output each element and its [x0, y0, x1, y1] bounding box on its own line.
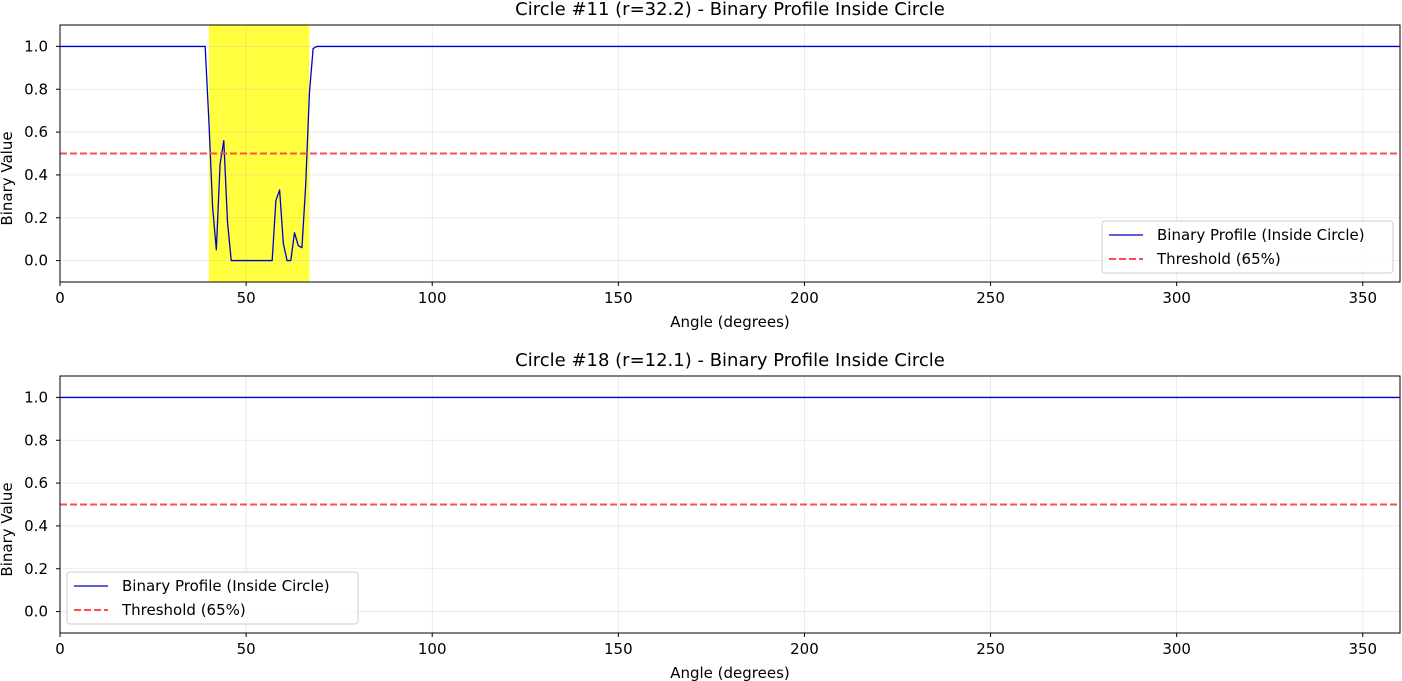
chart-panel-1: 0 50 100 150 200 250 300 350 0.0 0.2 0.4 0.6 0.8 1.0 C…	[0, 0, 1401, 331]
legend-label: Binary Profile (Inside Circle)	[122, 577, 330, 595]
x-tick-label: 0	[55, 289, 65, 307]
x-tick-label: 350	[1348, 289, 1377, 307]
x-tick-label: 300	[1162, 640, 1191, 658]
y-axis-label: Binary Value	[0, 131, 16, 225]
y-tick-label: 0.2	[24, 209, 48, 227]
y-tick-label: 0.8	[24, 80, 48, 98]
y-tick-label: 1.0	[24, 388, 48, 406]
y-tick-label: 0.6	[24, 123, 48, 141]
x-axis-label: Angle (degrees)	[670, 313, 790, 331]
legend: Binary Profile (Inside Circle) Threshold …	[66, 571, 359, 625]
x-tick-label: 50	[237, 640, 256, 658]
x-tick-label: 200	[790, 640, 819, 658]
y-tick-label: 0.6	[24, 474, 48, 492]
y-tick-label: 0.0	[24, 252, 48, 270]
chart-title: Circle #11 (r=32.2) - Binary Profile Ins…	[515, 0, 945, 20]
x-tick-label: 100	[418, 289, 447, 307]
x-tick-label: 50	[237, 289, 256, 307]
axes-frame	[59, 24, 1401, 283]
y-axis-label: Binary Value	[0, 482, 16, 576]
legend-box	[1101, 220, 1394, 274]
x-tick-label: 0	[55, 640, 65, 658]
x-tick-label: 250	[976, 640, 1005, 658]
x-tick-label: 150	[604, 640, 633, 658]
x-tick-label: 350	[1348, 640, 1377, 658]
y-tick-label: 0.8	[24, 431, 48, 449]
legend-label: Threshold (65%)	[121, 601, 246, 619]
y-tick-label: 1.0	[24, 37, 48, 55]
series-line-binary-profile	[60, 45, 1400, 262]
axes-frame	[59, 375, 1401, 634]
x-tick-label: 200	[790, 289, 819, 307]
legend: Binary Profile (Inside Circle) Threshold …	[1101, 220, 1394, 274]
chart-panel-2: 0 50 100 150 200 250 300 350 0.0 0.2 0.4 0.6 0.8 1.0 C…	[0, 350, 1401, 681]
x-axis-label: Angle (degrees)	[670, 664, 790, 681]
x-tick-label: 150	[604, 289, 633, 307]
legend-label: Binary Profile (Inside Circle)	[1157, 226, 1365, 244]
x-tick-label: 250	[976, 289, 1005, 307]
chart-title: Circle #18 (r=12.1) - Binary Profile Ins…	[515, 350, 945, 371]
legend-label: Threshold (65%)	[1156, 250, 1281, 268]
x-tick-label: 100	[418, 640, 447, 658]
y-tick-label: 0.0	[24, 603, 48, 621]
x-tick-label: 300	[1162, 289, 1191, 307]
legend-box	[66, 571, 359, 625]
y-tick-label: 0.4	[24, 166, 48, 184]
y-tick-label: 0.4	[24, 517, 48, 535]
y-tick-label: 0.2	[24, 560, 48, 578]
